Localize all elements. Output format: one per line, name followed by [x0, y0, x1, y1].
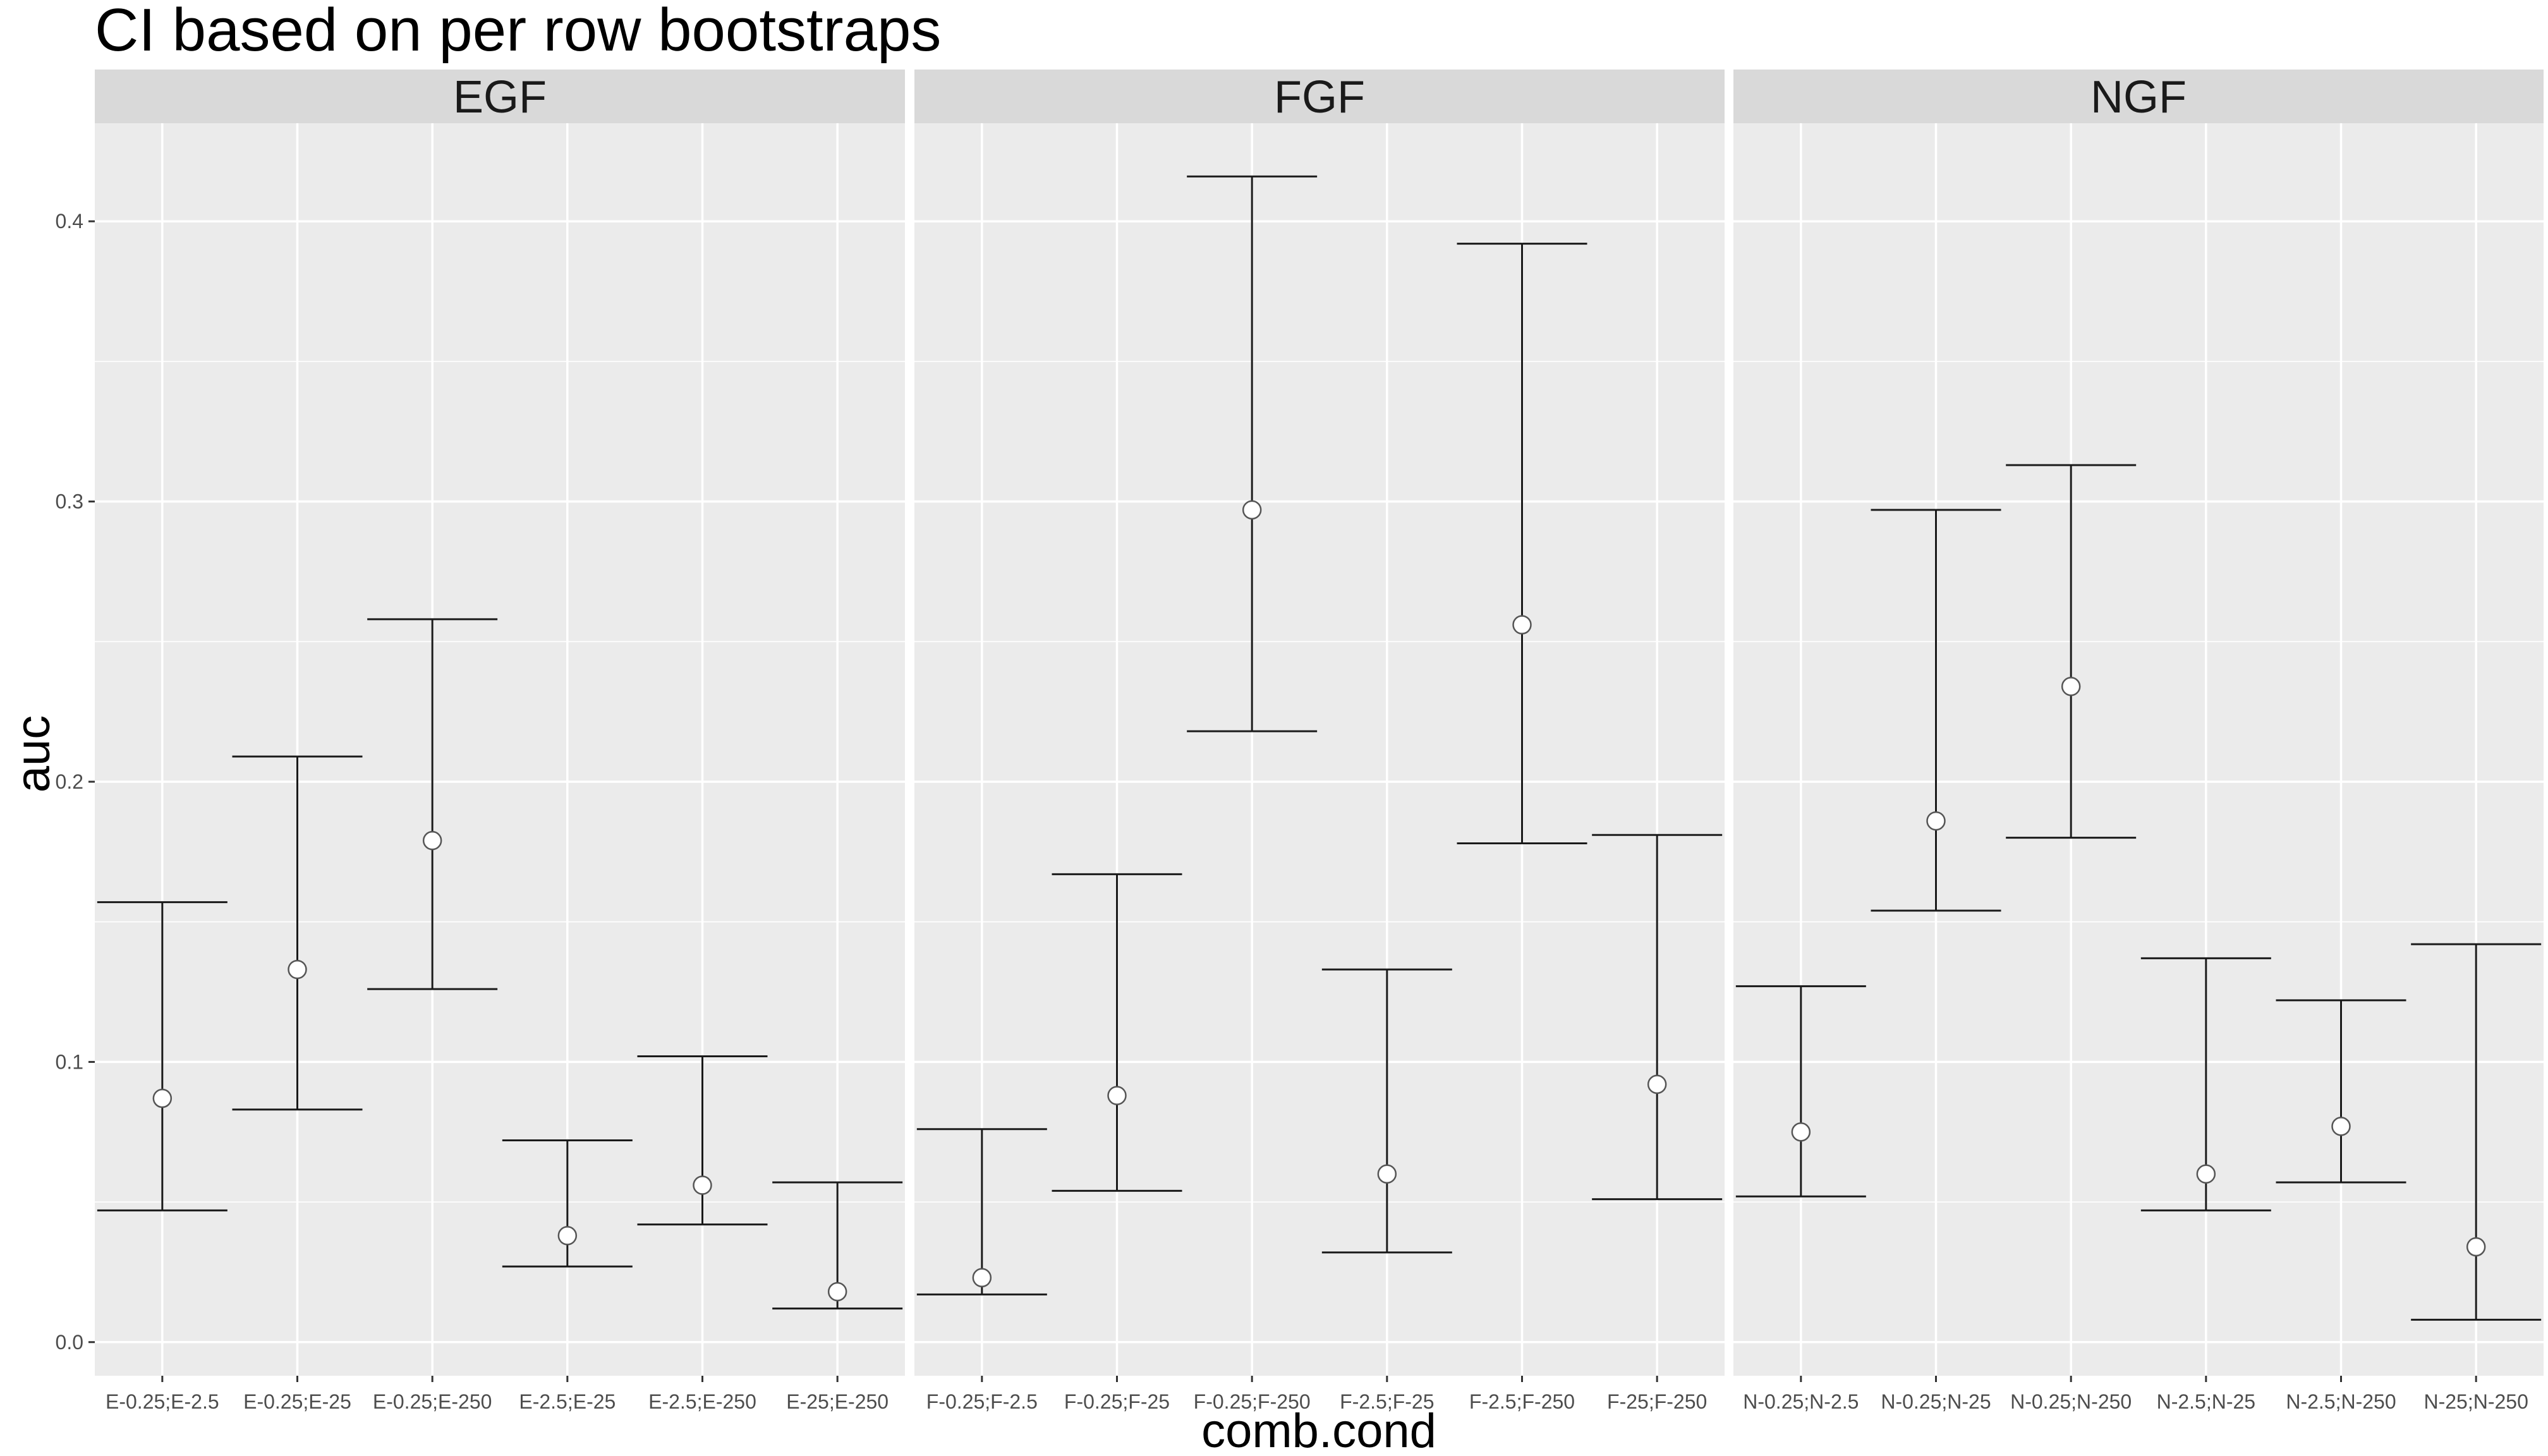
estimate-point — [422, 830, 442, 851]
estimate-point — [1107, 1086, 1127, 1105]
x-tick-label: F-2.5;F-250 — [1469, 1390, 1575, 1413]
facet-label: EGF — [453, 72, 547, 123]
estimate-point — [152, 1088, 173, 1108]
errorbar — [2276, 999, 2406, 1184]
y-tick-label: 0.2 — [56, 770, 83, 793]
y-tick-label: 0.0 — [56, 1331, 83, 1354]
errorbar — [637, 1055, 768, 1226]
errorbar — [1052, 873, 1182, 1192]
errorbar — [1321, 968, 1452, 1254]
estimate-point — [557, 1226, 578, 1246]
errorbar — [232, 755, 363, 1111]
y-axis-title: auc — [6, 715, 60, 793]
x-tick-label: N-0.25;N-25 — [1881, 1390, 1991, 1413]
estimate-point — [2196, 1164, 2216, 1184]
errorbar — [1735, 985, 1866, 1198]
errorbar — [97, 901, 228, 1211]
y-axis: 0.0 0.1 0.2 0.3 0.4 — [56, 210, 95, 1354]
facet-panel-egf: EGF E-0.25;E-2.5 E-0.25;E-25 E-0.25;E-250 E-… — [95, 70, 905, 1413]
facet-panel-ngf: NGF N-0.25;N-2.5 N-0.25;N-25 N-0.25;N-250 N-… — [1733, 70, 2544, 1413]
estimate-point — [288, 959, 307, 980]
x-tick-label: N-0.25;N-2.5 — [1743, 1390, 1859, 1413]
x-tick-label: E-0.25;E-25 — [243, 1390, 351, 1413]
y-tick-label: 0.1 — [56, 1050, 83, 1073]
estimate-point — [2331, 1117, 2351, 1136]
estimate-point — [827, 1282, 847, 1302]
x-tick-label: F-0.25;F-2.5 — [926, 1390, 1038, 1413]
x-tick-label: N-0.25;N-250 — [2010, 1390, 2132, 1413]
x-tick-label: E-2.5;E-25 — [519, 1390, 616, 1413]
facet-panels: EGF E-0.25;E-2.5 E-0.25;E-25 E-0.25;E-250 E-… — [95, 70, 2544, 1413]
panel-background — [95, 123, 905, 1376]
errorbar — [1592, 834, 1723, 1201]
x-tick-label: N-2.5;N-250 — [2286, 1390, 2396, 1413]
x-tick-label: E-0.25;E-2.5 — [106, 1390, 219, 1413]
x-tick-label: E-2.5;E-250 — [648, 1390, 756, 1413]
x-tick-label: F-25;F-250 — [1607, 1390, 1707, 1413]
facet-strip — [914, 70, 1725, 123]
estimate-point — [693, 1175, 712, 1195]
estimate-point — [2061, 676, 2081, 696]
estimate-point — [972, 1268, 992, 1288]
facet-label: NGF — [2090, 72, 2187, 123]
estimate-point — [1512, 615, 1532, 634]
errorbar — [1187, 175, 1318, 732]
x-tick-label: F-0.25;F-250 — [1194, 1390, 1311, 1413]
panel-background — [914, 123, 1725, 1376]
facet-strip — [95, 70, 905, 123]
x-tick-label: N-25;N-250 — [2424, 1390, 2528, 1413]
x-tick-label: F-0.25;F-25 — [1064, 1390, 1170, 1413]
x-axis-title: comb.cond — [1201, 1404, 1436, 1456]
errorbar — [2006, 464, 2137, 839]
errorbar — [1871, 509, 2001, 912]
estimate-point — [1377, 1164, 1397, 1184]
facet-label: FGF — [1274, 72, 1365, 123]
x-tick-label: E-0.25;E-250 — [373, 1390, 492, 1413]
y-tick-label: 0.3 — [56, 490, 83, 513]
estimate-point — [1647, 1074, 1667, 1095]
x-tick-label: E-25;E-250 — [786, 1390, 889, 1413]
estimate-point — [1242, 500, 1262, 520]
errorbar — [2411, 943, 2542, 1321]
errorbar — [502, 1139, 633, 1268]
estimate-point — [1791, 1122, 1811, 1142]
facet-strip — [1733, 70, 2544, 123]
estimate-point — [1926, 811, 1946, 831]
errorbar — [1457, 243, 1587, 845]
errorbar — [916, 1128, 1047, 1295]
y-tick-label: 0.4 — [56, 210, 83, 233]
x-tick-label: N-2.5;N-25 — [2157, 1390, 2256, 1413]
x-tick-label: F-2.5;F-25 — [1340, 1390, 1434, 1413]
facet-panel-fgf: FGF F-0.25;F-2.5 F-0.25;F-25 F-0.25;F-250 F-… — [914, 70, 1725, 1413]
panel-background — [1733, 123, 2544, 1376]
chart-title: CI based on per row bootstraps — [95, 0, 941, 64]
errorbar — [367, 618, 498, 990]
estimate-point — [2466, 1237, 2486, 1257]
